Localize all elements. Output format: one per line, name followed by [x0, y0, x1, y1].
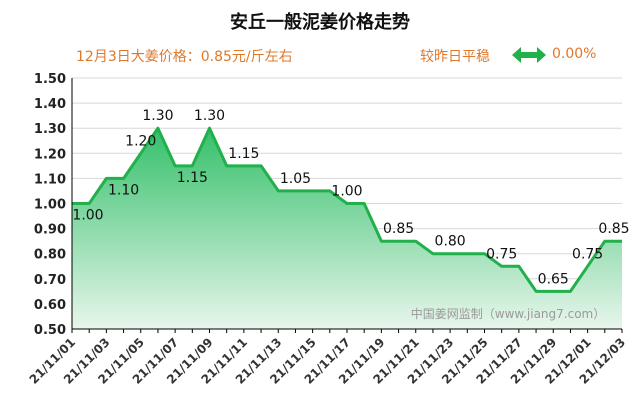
y-tick-label: 1.20 [34, 147, 66, 162]
price-line [72, 126, 622, 293]
double-arrow-icon [512, 47, 546, 63]
data-label: 1.30 [194, 108, 225, 124]
data-label: 1.30 [142, 108, 173, 124]
y-tick-label: 1.10 [34, 172, 66, 187]
price-label: 12月3日大姜价格：0.85元/斤左右 [76, 49, 293, 65]
y-tick-label: 1.50 [34, 72, 66, 87]
price-area [72, 128, 622, 329]
change-value: 0.00% [552, 46, 597, 62]
data-label: 1.05 [280, 171, 311, 187]
chart-title: 安丘一般泥姜价格走势 [230, 12, 410, 33]
data-label: 0.75 [486, 246, 517, 262]
data-label: 0.85 [598, 221, 629, 237]
data-label: 0.80 [435, 234, 466, 250]
data-label: 0.65 [538, 271, 569, 287]
y-tick-label: 0.60 [34, 298, 66, 313]
data-label: 1.20 [125, 133, 156, 149]
compare-label: 较昨日平稳 [420, 49, 490, 65]
y-tick-label: 0.90 [34, 223, 66, 238]
data-label: 0.75 [572, 246, 603, 262]
y-tick-label: 1.30 [34, 122, 66, 137]
data-label: 1.00 [331, 184, 362, 200]
y-tick-label: 0.70 [34, 273, 66, 288]
watermark-text: 中国姜网监制（www.jiang7.com） [411, 306, 605, 321]
y-tick-label: 1.00 [34, 198, 66, 213]
data-label: 1.00 [72, 208, 103, 224]
data-label: 1.15 [177, 170, 208, 186]
data-label: 0.85 [383, 221, 414, 237]
data-label: 1.10 [108, 182, 139, 198]
data-label: 1.15 [228, 146, 259, 162]
y-tick-label: 1.40 [34, 97, 66, 112]
y-tick-label: 0.50 [34, 323, 66, 338]
y-tick-label: 0.80 [34, 248, 66, 263]
